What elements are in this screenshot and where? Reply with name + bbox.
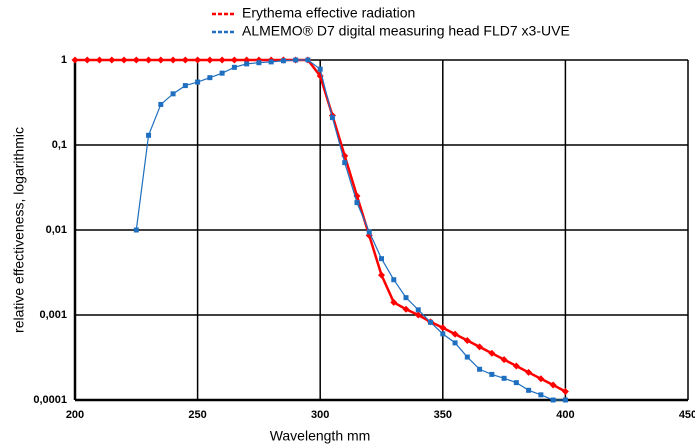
data-point [366, 229, 372, 235]
data-point [145, 56, 153, 64]
data-point [451, 330, 459, 338]
data-point [489, 371, 495, 377]
data-point [561, 387, 569, 395]
y-tick-label: 0,01 [46, 224, 67, 236]
x-tick-label: 300 [311, 409, 329, 421]
data-point [526, 387, 532, 393]
x-tick-label: 350 [434, 409, 452, 421]
data-point [440, 331, 446, 337]
data-point [158, 101, 164, 107]
data-point [206, 56, 214, 64]
data-point [439, 324, 447, 332]
data-point [305, 57, 311, 63]
data-point [194, 56, 202, 64]
y-axis-label: relative effectiveness, logarithmic [11, 127, 27, 333]
data-point [181, 56, 189, 64]
data-point [562, 397, 568, 403]
data-point [428, 319, 434, 325]
data-point [501, 375, 507, 381]
data-point [195, 79, 201, 85]
data-point [464, 354, 470, 360]
data-point [83, 56, 91, 64]
data-point [476, 343, 484, 351]
x-tick-label: 450 [679, 409, 695, 421]
data-point [133, 227, 139, 233]
y-tick-label: 0,0001 [33, 394, 67, 406]
data-point [120, 56, 128, 64]
data-point [342, 160, 348, 166]
data-point [108, 56, 116, 64]
data-point [537, 375, 545, 383]
data-point [132, 56, 140, 64]
data-point [477, 366, 483, 372]
data-point [329, 115, 335, 121]
x-tick-label: 200 [66, 409, 84, 421]
data-point [317, 66, 323, 72]
data-point [391, 277, 397, 283]
data-point [231, 64, 237, 70]
data-point [414, 311, 422, 319]
data-point [268, 59, 274, 65]
legend-label: ALMEMO® D7 digital measuring head FLD7 x… [242, 23, 570, 39]
data-point [182, 83, 188, 89]
y-tick-label: 0,001 [39, 309, 67, 321]
x-axis-label: Wavelength mm [270, 428, 371, 444]
data-point [230, 56, 238, 64]
data-point [452, 340, 458, 346]
y-tick-label: 0,1 [52, 139, 67, 151]
data-point [549, 381, 557, 389]
data-point [463, 337, 471, 345]
data-point [170, 91, 176, 97]
data-point [403, 295, 409, 301]
data-point [415, 307, 421, 313]
data-point [218, 56, 226, 64]
x-tick-label: 250 [188, 409, 206, 421]
data-point [354, 200, 360, 206]
data-point [146, 132, 152, 138]
data-point [293, 57, 299, 63]
data-point [512, 362, 520, 370]
data-point [402, 305, 410, 313]
data-point [169, 56, 177, 64]
y-tick-label: 1 [61, 54, 67, 66]
data-point [550, 397, 556, 403]
x-tick-label: 400 [556, 409, 574, 421]
data-point [207, 75, 213, 81]
data-point [513, 380, 519, 386]
data-point [280, 58, 286, 64]
legend-label: Erythema effective radiation [242, 5, 415, 21]
data-point [244, 61, 250, 67]
data-point [390, 298, 398, 306]
data-point [256, 60, 262, 66]
data-point [157, 56, 165, 64]
data-point [96, 56, 104, 64]
data-point [538, 392, 544, 398]
data-point [500, 356, 508, 364]
data-point [219, 70, 225, 76]
data-point [379, 256, 384, 262]
data-point [71, 56, 79, 64]
data-point [488, 349, 496, 357]
data-point [378, 271, 385, 279]
data-point [525, 368, 533, 376]
